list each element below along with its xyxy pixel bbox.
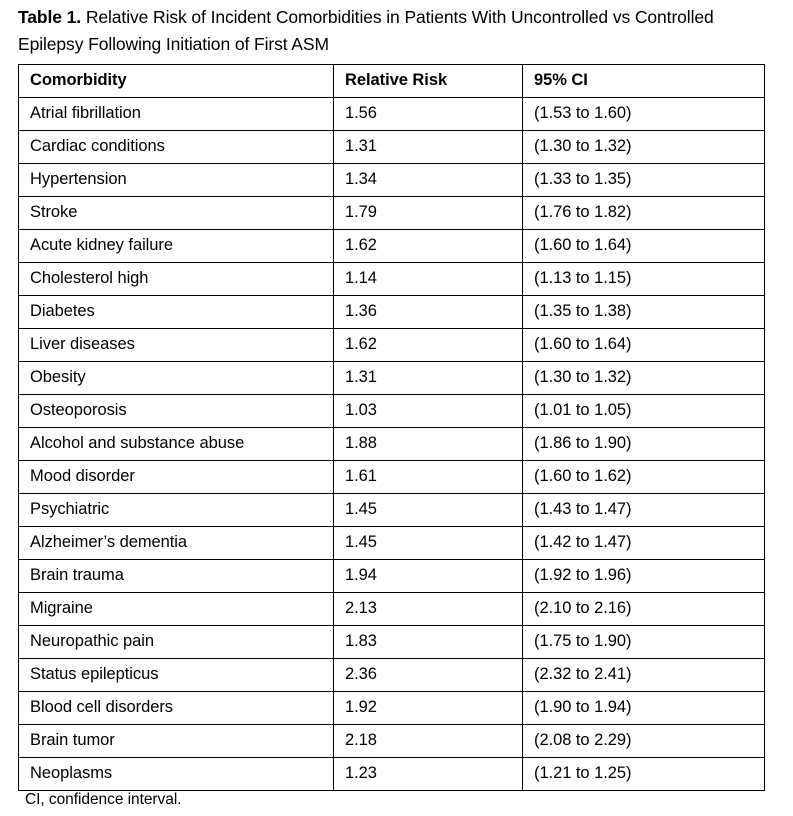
table-row: Mood disorder 1.61 (1.60 to 1.62)	[18, 460, 765, 494]
cell-relative-risk: 1.31	[333, 361, 523, 395]
cell-ci: (1.60 to 1.64)	[522, 229, 765, 263]
cell-comorbidity: Acute kidney failure	[18, 229, 334, 263]
cell-comorbidity: Alcohol and substance abuse	[18, 427, 334, 461]
cell-comorbidity: Brain tumor	[18, 724, 334, 758]
cell-comorbidity: Diabetes	[18, 295, 334, 329]
cell-ci: (2.10 to 2.16)	[522, 592, 765, 626]
cell-relative-risk: 1.62	[333, 328, 523, 362]
table-row: Alcohol and substance abuse 1.88 (1.86 to …	[18, 427, 765, 461]
cell-ci: (1.35 to 1.38)	[522, 295, 765, 329]
cell-comorbidity: Psychiatric	[18, 493, 334, 527]
cell-relative-risk: 1.45	[333, 493, 523, 527]
table-row: Brain trauma 1.94 (1.92 to 1.96)	[18, 559, 765, 593]
cell-comorbidity: Status epilepticus	[18, 658, 334, 692]
cell-ci: (1.13 to 1.15)	[522, 262, 765, 296]
table-row: Cholesterol high 1.14 (1.13 to 1.15)	[18, 262, 765, 296]
cell-relative-risk: 1.45	[333, 526, 523, 560]
cell-relative-risk: 1.23	[333, 757, 523, 791]
cell-ci: (1.60 to 1.62)	[522, 460, 765, 494]
table-row: Brain tumor 2.18 (2.08 to 2.29)	[18, 724, 765, 758]
cell-comorbidity: Stroke	[18, 196, 334, 230]
cell-comorbidity: Neoplasms	[18, 757, 334, 791]
table-row: Osteoporosis 1.03 (1.01 to 1.05)	[18, 394, 765, 428]
table-row: Psychiatric 1.45 (1.43 to 1.47)	[18, 493, 765, 527]
cell-relative-risk: 1.03	[333, 394, 523, 428]
table-row: Cardiac conditions 1.31 (1.30 to 1.32)	[18, 130, 765, 164]
cell-comorbidity: Hypertension	[18, 163, 334, 197]
cell-comorbidity: Neuropathic pain	[18, 625, 334, 659]
cell-relative-risk: 1.34	[333, 163, 523, 197]
cell-comorbidity: Mood disorder	[18, 460, 334, 494]
table-row: Obesity 1.31 (1.30 to 1.32)	[18, 361, 765, 395]
cell-comorbidity: Alzheimer’s dementia	[18, 526, 334, 560]
table-row: Diabetes 1.36 (1.35 to 1.38)	[18, 295, 765, 329]
cell-relative-risk: 1.94	[333, 559, 523, 593]
table-header: Comorbidity Relative Risk 95% CI	[18, 64, 765, 98]
cell-comorbidity: Osteoporosis	[18, 394, 334, 428]
cell-ci: (1.92 to 1.96)	[522, 559, 765, 593]
cell-ci: (1.30 to 1.32)	[522, 130, 765, 164]
cell-ci: (1.42 to 1.47)	[522, 526, 765, 560]
cell-relative-risk: 1.83	[333, 625, 523, 659]
cell-relative-risk: 1.61	[333, 460, 523, 494]
comorbidity-table: Comorbidity Relative Risk 95% CI Atrial …	[18, 64, 765, 791]
table-row: Neoplasms 1.23 (1.21 to 1.25)	[18, 757, 765, 791]
cell-relative-risk: 1.14	[333, 262, 523, 296]
cell-ci: (2.08 to 2.29)	[522, 724, 765, 758]
cell-relative-risk: 1.31	[333, 130, 523, 164]
cell-comorbidity: Liver diseases	[18, 328, 334, 362]
table-caption-text: Relative Risk of Incident Comorbidities …	[18, 7, 714, 54]
cell-ci: (1.30 to 1.32)	[522, 361, 765, 395]
table-row: Alzheimer’s dementia 1.45 (1.42 to 1.47)	[18, 526, 765, 560]
cell-ci: (1.43 to 1.47)	[522, 493, 765, 527]
table-row: Hypertension 1.34 (1.33 to 1.35)	[18, 163, 765, 197]
cell-comorbidity: Migraine	[18, 592, 334, 626]
table-body: Atrial fibrillation 1.56 (1.53 to 1.60) Car…	[18, 97, 765, 791]
cell-ci: (1.60 to 1.64)	[522, 328, 765, 362]
cell-relative-risk: 1.92	[333, 691, 523, 725]
column-header-relative-risk: Relative Risk	[333, 64, 523, 98]
cell-relative-risk: 2.18	[333, 724, 523, 758]
cell-relative-risk: 1.79	[333, 196, 523, 230]
table-footnote: CI, confidence interval.	[25, 791, 182, 808]
cell-ci: (1.90 to 1.94)	[522, 691, 765, 725]
cell-ci: (1.53 to 1.60)	[522, 97, 765, 131]
cell-ci: (1.21 to 1.25)	[522, 757, 765, 791]
table-row: Blood cell disorders 1.92 (1.90 to 1.94)	[18, 691, 765, 725]
table-row: Acute kidney failure 1.62 (1.60 to 1.64)	[18, 229, 765, 263]
table-row: Status epilepticus 2.36 (2.32 to 2.41)	[18, 658, 765, 692]
table-row: Stroke 1.79 (1.76 to 1.82)	[18, 196, 765, 230]
table-container: Comorbidity Relative Risk 95% CI Atrial …	[18, 64, 765, 791]
cell-comorbidity: Atrial fibrillation	[18, 97, 334, 131]
cell-ci: (1.76 to 1.82)	[522, 196, 765, 230]
cell-comorbidity: Cardiac conditions	[18, 130, 334, 164]
table-row: Neuropathic pain 1.83 (1.75 to 1.90)	[18, 625, 765, 659]
cell-comorbidity: Obesity	[18, 361, 334, 395]
cell-relative-risk: 1.62	[333, 229, 523, 263]
cell-ci: (1.01 to 1.05)	[522, 394, 765, 428]
table-row: Liver diseases 1.62 (1.60 to 1.64)	[18, 328, 765, 362]
cell-comorbidity: Blood cell disorders	[18, 691, 334, 725]
column-header-ci: 95% CI	[522, 64, 765, 98]
cell-ci: (1.75 to 1.90)	[522, 625, 765, 659]
cell-ci: (1.33 to 1.35)	[522, 163, 765, 197]
cell-relative-risk: 2.36	[333, 658, 523, 692]
cell-comorbidity: Cholesterol high	[18, 262, 334, 296]
cell-comorbidity: Brain trauma	[18, 559, 334, 593]
table-row: Atrial fibrillation 1.56 (1.53 to 1.60)	[18, 97, 765, 131]
column-header-comorbidity: Comorbidity	[18, 64, 334, 98]
cell-ci: (1.86 to 1.90)	[522, 427, 765, 461]
table-caption-label: Table 1.	[18, 7, 82, 27]
cell-relative-risk: 1.56	[333, 97, 523, 131]
cell-relative-risk: 2.13	[333, 592, 523, 626]
table-row: Migraine 2.13 (2.10 to 2.16)	[18, 592, 765, 626]
table-caption: Table 1. Relative Risk of Incident Comor…	[18, 4, 778, 58]
cell-relative-risk: 1.36	[333, 295, 523, 329]
cell-ci: (2.32 to 2.41)	[522, 658, 765, 692]
cell-relative-risk: 1.88	[333, 427, 523, 461]
table-header-row: Comorbidity Relative Risk 95% CI	[18, 64, 765, 98]
